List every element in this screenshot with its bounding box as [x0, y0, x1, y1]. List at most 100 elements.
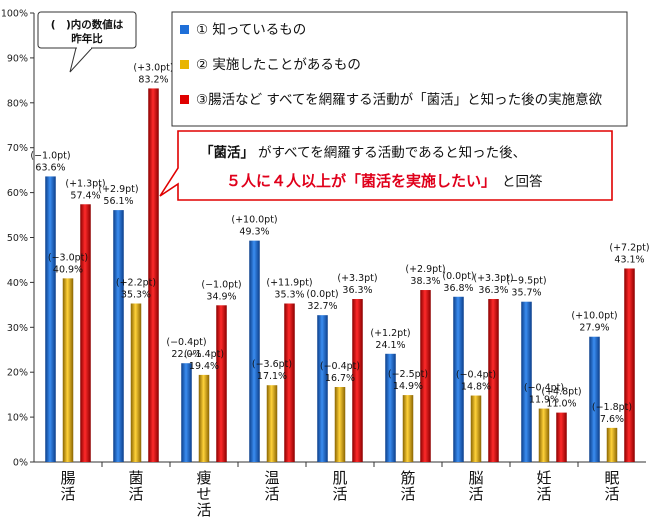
- change-label: (0.0pt): [442, 271, 474, 282]
- bar: [352, 299, 363, 462]
- legend: ① 知っているもの ② 実施したことがあるもの ③腸活など すべてを網羅する活動が「…: [171, 11, 628, 127]
- bar: [181, 363, 192, 462]
- data-label: 22.0%: [171, 349, 201, 360]
- data-label: 38.3%: [410, 276, 440, 287]
- bar: [284, 303, 295, 462]
- category-label: 活: [264, 485, 279, 503]
- change-label: (+2.2pt): [116, 278, 156, 289]
- bar: [624, 268, 635, 462]
- svg-text:「菌活」がすべてを網羅する活動であると知った後、: 「菌活」 がすべてを網羅する活動であると知った後、: [200, 144, 526, 161]
- change-label: (−9.5pt): [506, 276, 546, 287]
- data-label: 32.7%: [307, 301, 337, 312]
- category-label: 痩: [196, 469, 211, 487]
- callout-keyword: 「菌活」: [200, 144, 254, 161]
- legend-label: ① 知っているもの: [196, 21, 306, 38]
- bar: [198, 374, 210, 462]
- change-label: (+10.0pt): [571, 311, 617, 322]
- data-label: 57.4%: [70, 190, 100, 201]
- data-label: 43.1%: [614, 254, 644, 265]
- change-label: (+4.8pt): [541, 387, 581, 398]
- bar: [402, 395, 414, 462]
- bar: [45, 176, 56, 462]
- category-label: せ: [196, 485, 211, 503]
- change-label: (−1.0pt): [30, 150, 70, 161]
- change-label: (+10.0pt): [231, 215, 277, 226]
- legend-swatch: [180, 95, 189, 104]
- bar: [385, 353, 396, 462]
- bar: [317, 315, 328, 462]
- bar: [216, 305, 227, 462]
- bar: [334, 387, 346, 462]
- y-tick-label: 80%: [7, 98, 28, 109]
- data-label: 83.2%: [138, 74, 168, 85]
- category-label: 菌: [128, 469, 143, 487]
- category-label: 活: [400, 485, 415, 503]
- y-tick-label: 100%: [1, 9, 28, 20]
- y-tick-label: 20%: [7, 368, 28, 379]
- callout-line-1: がすべてを網羅する活動であると知った後、: [258, 144, 526, 161]
- bar: [556, 412, 567, 462]
- data-label: 17.1%: [257, 371, 287, 382]
- data-label: 14.9%: [393, 381, 423, 392]
- category-label: 活: [536, 485, 551, 503]
- change-label: (−0.4pt): [524, 383, 564, 394]
- category-label: 脳: [468, 469, 483, 487]
- bar: [589, 336, 600, 462]
- y-tick-label: 10%: [7, 413, 28, 424]
- change-label: (−0.4pt): [456, 370, 496, 381]
- data-label: 19.4%: [189, 361, 219, 372]
- change-label: (+3.0pt): [133, 62, 173, 73]
- y-tick-label: 90%: [7, 53, 28, 64]
- legend-swatch: [180, 25, 189, 34]
- data-label: 40.9%: [53, 264, 83, 275]
- change-label: (−2.5pt): [388, 369, 428, 380]
- category-label: 筋: [400, 469, 415, 487]
- bar: [521, 301, 532, 462]
- data-label: 16.7%: [325, 373, 355, 384]
- category-label: 活: [60, 485, 75, 503]
- callout-line-2: と回答: [502, 173, 543, 190]
- data-label: 11.9%: [529, 395, 559, 406]
- data-label: 34.9%: [206, 291, 236, 302]
- legend-swatch: [180, 60, 189, 69]
- data-label: 36.3%: [478, 285, 508, 296]
- data-label: 27.9%: [579, 323, 609, 334]
- callout-highlight: ５人に４人以上が「菌活を実施したい」: [226, 172, 496, 190]
- bar: [538, 408, 550, 462]
- bar: [113, 210, 124, 462]
- bar: [266, 385, 278, 462]
- bar: [148, 88, 159, 462]
- data-label: 7.6%: [600, 414, 624, 425]
- bar: [249, 240, 260, 462]
- bar: [470, 395, 482, 462]
- y-tick-label: 50%: [7, 233, 28, 244]
- bar: [80, 204, 91, 463]
- legend-label: ③腸活など すべてを網羅する活動が「菌活」と知った後の実施意欲: [196, 91, 602, 108]
- bar: [488, 299, 499, 462]
- y-tick-label: 70%: [7, 143, 28, 154]
- y-tick-label: 60%: [7, 188, 28, 199]
- callout-box: 「菌活」 がすべてを網羅する活動であると知った後、 ５人に４人以上が「菌活を実施し…: [159, 130, 613, 201]
- change-label: (+2.9pt): [98, 184, 138, 195]
- bar: [130, 303, 142, 462]
- change-label: (+3.3pt): [337, 273, 377, 284]
- change-label: (−1.8pt): [592, 402, 632, 413]
- data-label: 36.3%: [342, 285, 372, 296]
- data-label: 63.6%: [35, 162, 65, 173]
- data-label: 36.8%: [443, 283, 473, 294]
- change-label: (+1.2pt): [370, 328, 410, 339]
- change-label: (−0.4pt): [166, 337, 206, 348]
- note-line-1: ( )内の数値は: [51, 18, 124, 31]
- data-label: 11.0%: [546, 399, 576, 410]
- y-tick-label: 40%: [7, 278, 28, 289]
- bar: [453, 296, 464, 462]
- y-tick-label: 0%: [13, 458, 28, 469]
- category-label: 腸: [60, 469, 75, 487]
- change-label: (−1.0pt): [201, 279, 241, 290]
- change-label: (−3.0pt): [48, 252, 88, 263]
- change-label: (+11.9pt): [266, 278, 312, 289]
- category-label: 活: [128, 485, 143, 503]
- change-label: (0.0pt): [306, 289, 338, 300]
